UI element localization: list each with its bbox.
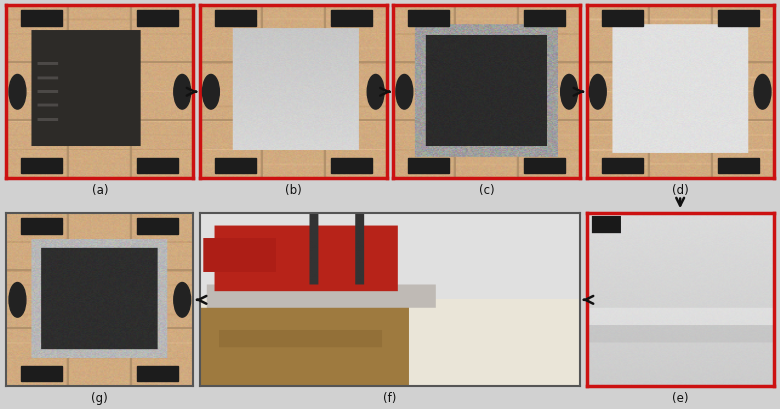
Bar	[408, 158, 449, 174]
Text: (g): (g)	[91, 391, 108, 405]
Text: (e): (e)	[672, 391, 689, 405]
Bar	[215, 158, 256, 174]
Bar	[524, 11, 566, 27]
Ellipse shape	[754, 75, 771, 110]
Ellipse shape	[174, 283, 190, 317]
Bar	[215, 11, 256, 27]
Bar	[137, 366, 179, 381]
Text: (f): (f)	[383, 391, 397, 405]
Bar	[601, 158, 643, 174]
Bar	[21, 219, 62, 234]
Ellipse shape	[561, 75, 577, 110]
Bar	[601, 11, 643, 27]
Bar	[331, 158, 372, 174]
Ellipse shape	[174, 75, 190, 110]
Bar	[408, 11, 449, 27]
Text: (b): (b)	[285, 184, 302, 197]
Text: (c): (c)	[479, 184, 495, 197]
Bar	[21, 158, 62, 174]
Bar	[137, 219, 179, 234]
Text: (a): (a)	[91, 184, 108, 197]
Ellipse shape	[590, 75, 606, 110]
Ellipse shape	[9, 75, 26, 110]
Text: (d): (d)	[672, 184, 689, 197]
Bar	[21, 366, 62, 381]
Bar	[524, 158, 566, 174]
Ellipse shape	[367, 75, 384, 110]
Bar	[137, 11, 179, 27]
Bar	[21, 11, 62, 27]
Bar	[718, 11, 759, 27]
Ellipse shape	[203, 75, 219, 110]
Bar	[718, 158, 759, 174]
Ellipse shape	[9, 283, 26, 317]
Bar	[137, 158, 179, 174]
Bar	[331, 11, 372, 27]
Ellipse shape	[396, 75, 413, 110]
